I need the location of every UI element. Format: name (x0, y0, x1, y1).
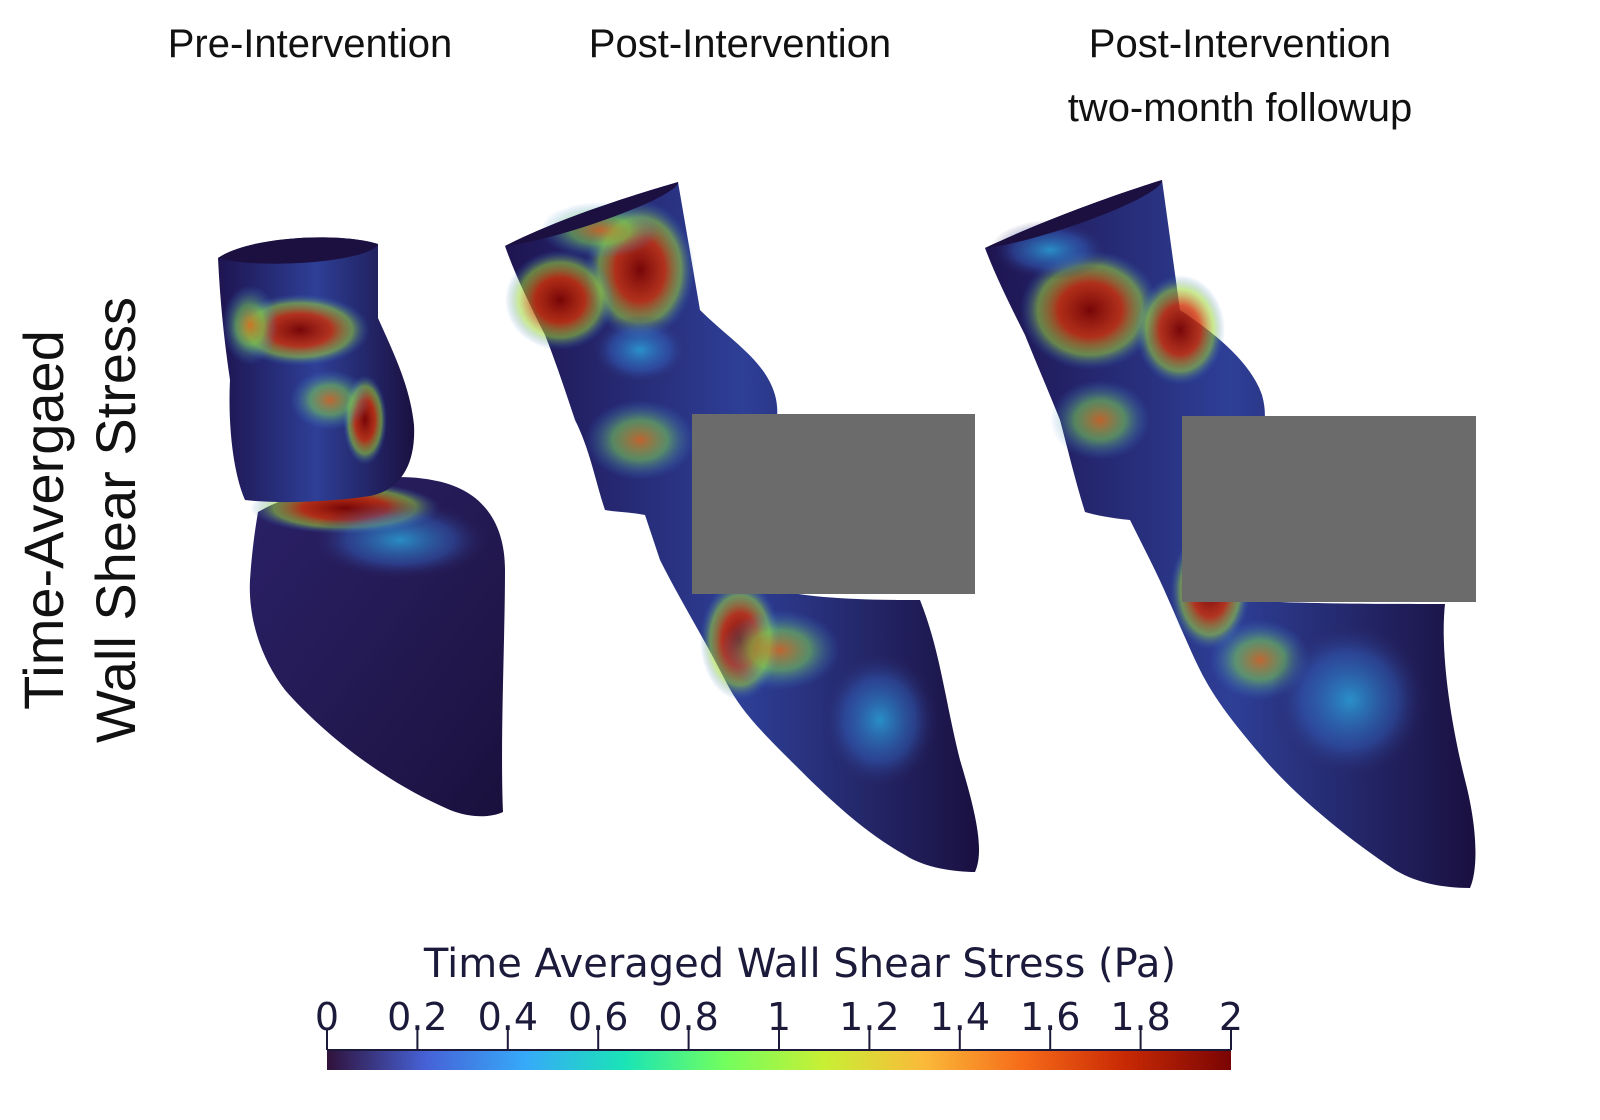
panel-title-followup: Post-Intervention two-month followup (1030, 12, 1450, 140)
panel-title-pre-text: Pre-Intervention (167, 22, 453, 66)
followup-redaction-box (1182, 416, 1476, 602)
post-hot-top-left (505, 250, 615, 350)
post-cool-lower (820, 650, 940, 790)
pre-tube-warm-mid (290, 370, 370, 430)
colorbar-tick-label: 2 (1218, 995, 1244, 1039)
post-redaction-box (692, 414, 975, 594)
colorbar-tick-label: 0.2 (387, 995, 448, 1039)
followup-hot-right (1135, 275, 1225, 385)
colorbar-tick-label: 0 (314, 995, 340, 1039)
pre-tube (218, 237, 415, 503)
followup-outlet (985, 180, 1163, 248)
post-outlet (505, 182, 679, 246)
panel-title-post: Post-Intervention (555, 12, 925, 76)
post-cool-mid (590, 315, 690, 385)
panel-title-followup-line1: Post-Intervention (1088, 22, 1392, 66)
render-followup (985, 180, 1476, 888)
panel-title-pre: Pre-Intervention (130, 12, 490, 76)
followup-hot-top (1020, 250, 1160, 370)
colorbar (326, 1030, 1232, 1070)
colorbar-tick-label: 0.8 (658, 995, 719, 1039)
colorbar-tick-label: 0.6 (567, 995, 629, 1039)
render-post-intervention (505, 182, 980, 872)
panel-title-post-text: Post-Intervention (588, 22, 892, 66)
colorbar-tick-label: 1 (766, 995, 792, 1039)
colorbar-tick-lines (326, 1030, 1232, 1050)
panel-title-followup-line2: two-month followup (1067, 86, 1413, 130)
post-warm-lower (720, 610, 840, 690)
post-warm-top (540, 202, 660, 258)
pre-lower-coolband (310, 500, 490, 580)
colorbar-gradient (327, 1050, 1231, 1070)
colorbar-tick-label: 0.4 (477, 995, 539, 1039)
followup-warm-mid (1050, 380, 1150, 460)
post-warm-mid (585, 400, 695, 480)
colorbar-tick-label: 1.2 (839, 995, 900, 1039)
followup-cool-lower (1270, 620, 1430, 780)
colorbar-title: Time Averaged Wall Shear Stress (Pa) (423, 941, 1177, 987)
pre-tube-outlet (218, 237, 378, 264)
pre-tube-warm-left (222, 285, 278, 365)
colorbar-tick-label: 1.4 (929, 995, 991, 1039)
colorbar-tick-label: 1.8 (1110, 995, 1171, 1039)
render-pre-intervention (218, 237, 505, 817)
colorbar-tick-label: 1.6 (1019, 995, 1081, 1039)
